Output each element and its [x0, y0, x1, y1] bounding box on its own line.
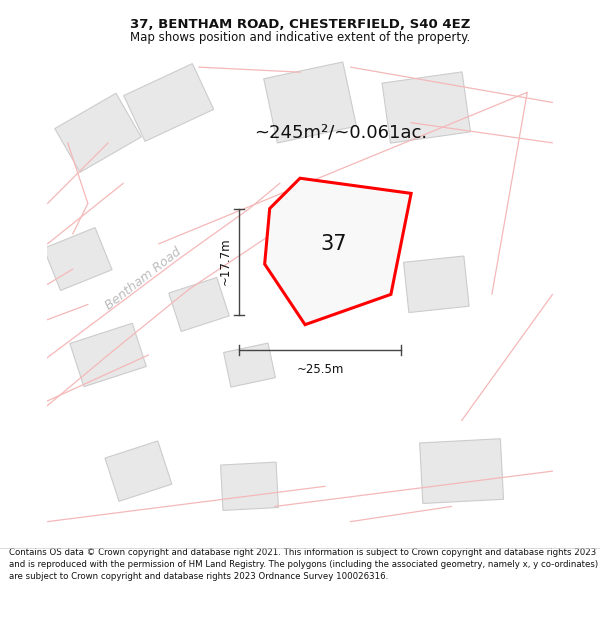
- Polygon shape: [105, 441, 172, 501]
- Polygon shape: [419, 439, 503, 504]
- Polygon shape: [55, 93, 141, 172]
- Text: 37: 37: [320, 234, 347, 254]
- Polygon shape: [404, 256, 469, 312]
- Polygon shape: [70, 323, 146, 387]
- Text: Map shows position and indicative extent of the property.: Map shows position and indicative extent…: [130, 31, 470, 44]
- Polygon shape: [265, 178, 411, 324]
- Polygon shape: [224, 343, 275, 387]
- Polygon shape: [44, 228, 112, 291]
- Polygon shape: [124, 64, 214, 141]
- Polygon shape: [264, 62, 356, 143]
- Text: ~245m²/~0.061ac.: ~245m²/~0.061ac.: [254, 124, 427, 142]
- Text: ~25.5m: ~25.5m: [296, 362, 344, 376]
- Polygon shape: [382, 72, 470, 143]
- Polygon shape: [221, 462, 278, 511]
- Text: Bentham Road: Bentham Road: [103, 246, 184, 313]
- Polygon shape: [169, 278, 229, 331]
- Text: Contains OS data © Crown copyright and database right 2021. This information is : Contains OS data © Crown copyright and d…: [9, 548, 598, 581]
- Text: 37, BENTHAM ROAD, CHESTERFIELD, S40 4EZ: 37, BENTHAM ROAD, CHESTERFIELD, S40 4EZ: [130, 19, 470, 31]
- Text: ~17.7m: ~17.7m: [219, 238, 232, 286]
